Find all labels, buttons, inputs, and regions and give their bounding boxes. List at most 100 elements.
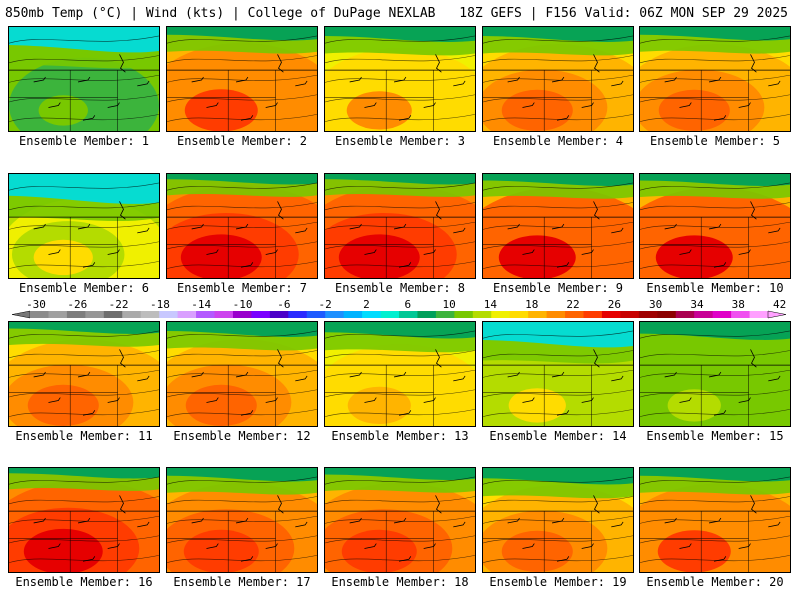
colorbar-swatch xyxy=(491,311,511,318)
colorbar-swatch xyxy=(583,311,603,318)
ensemble-map-panel xyxy=(482,26,634,132)
colorbar-swatch xyxy=(66,311,86,318)
ensemble-member-label: Ensemble Member: 9 xyxy=(492,281,624,295)
colorbar-swatch xyxy=(269,311,289,318)
ensemble-map-panel xyxy=(639,26,791,132)
ensemble-map-panel xyxy=(8,467,160,573)
ensemble-member-label: Ensemble Member: 19 xyxy=(489,575,627,589)
ensemble-member-label: Ensemble Member: 12 xyxy=(173,429,311,443)
colorbar-tick-label: 10 xyxy=(442,298,456,311)
ensemble-member-label: Ensemble Member: 18 xyxy=(331,575,469,589)
chart-title: 850mb Temp (°C) | Wind (kts) | College o… xyxy=(5,6,436,21)
colorbar-swatch xyxy=(546,311,566,318)
colorbar-tick-label: -22 xyxy=(108,298,129,311)
ensemble-map-panel xyxy=(166,26,318,132)
colorbar-swatch xyxy=(85,311,105,318)
temperature-field xyxy=(167,468,317,572)
ensemble-map-panel xyxy=(8,173,160,279)
colorbar-tick-label: -6 xyxy=(277,298,291,311)
colorbar-swatch xyxy=(103,311,123,318)
colorbar-swatch xyxy=(140,311,160,318)
ensemble-map-panel xyxy=(639,321,791,427)
model-valid-time: 18Z GEFS | F156 Valid: 06Z MON SEP 29 20… xyxy=(459,6,788,21)
colorbar-swatch xyxy=(694,311,714,318)
ensemble-map-panel xyxy=(482,467,634,573)
colorbar-swatch xyxy=(435,311,455,318)
colorbar-tick-label: -10 xyxy=(232,298,253,311)
colorbar-tick-label: 6 xyxy=(404,298,412,311)
ensemble-member-label: Ensemble Member: 20 xyxy=(646,575,784,589)
colorbar-swatch xyxy=(159,311,179,318)
ensemble-map-panel xyxy=(166,467,318,573)
ensemble-map-panel xyxy=(324,321,476,427)
colorbar-tick-label: 38 xyxy=(731,298,745,311)
colorbar-swatch xyxy=(343,311,363,318)
temperature-field xyxy=(167,174,317,278)
ensemble-member-label: Ensemble Member: 7 xyxy=(176,281,308,295)
ensemble-map-panel xyxy=(166,321,318,427)
ensemble-member-label: Ensemble Member: 14 xyxy=(489,429,627,443)
colorbar-swatch xyxy=(177,311,197,318)
colorbar-swatch xyxy=(749,311,769,318)
ensemble-map-panel xyxy=(8,26,160,132)
ensemble-map-panel xyxy=(482,321,634,427)
colorbar-swatch xyxy=(509,311,529,318)
temperature-field xyxy=(9,174,159,278)
colorbar-swatch xyxy=(601,311,621,318)
temperature-field xyxy=(325,468,475,572)
colorbar-swatch xyxy=(399,311,418,318)
colorbar-swatch xyxy=(731,311,751,318)
colorbar-swatch xyxy=(122,311,142,318)
ensemble-member-label: Ensemble Member: 2 xyxy=(176,134,308,148)
temperature-field xyxy=(167,27,317,131)
colorbar-swatch xyxy=(712,311,732,318)
colorbar-tick-label: 30 xyxy=(649,298,663,311)
ensemble-map-panel xyxy=(166,173,318,279)
colorbar-swatch xyxy=(251,311,271,318)
ensemble-member-label: Ensemble Member: 17 xyxy=(173,575,311,589)
colorbar-tick-label: 34 xyxy=(690,298,704,311)
colorbar-swatch xyxy=(306,311,326,318)
colorbar-swatch xyxy=(565,311,584,318)
ensemble-member-label: Ensemble Member: 16 xyxy=(15,575,153,589)
temperature-field xyxy=(483,322,633,426)
colorbar-tick-label: 2 xyxy=(363,298,370,311)
temperature-field xyxy=(640,27,790,131)
temperature-field xyxy=(9,468,159,572)
colorbar-swatch xyxy=(380,311,400,318)
colorbar-max-arrow xyxy=(767,310,787,319)
ensemble-member-label: Ensemble Member: 11 xyxy=(15,429,153,443)
colorbar-swatch xyxy=(417,311,437,318)
colorbar-tick-label: -2 xyxy=(318,298,332,311)
ensemble-member-label: Ensemble Member: 4 xyxy=(492,134,624,148)
colorbar-swatch xyxy=(214,311,234,318)
colorbar-min-arrow xyxy=(11,310,31,319)
temperature-field xyxy=(9,322,159,426)
ensemble-map-panel xyxy=(8,321,160,427)
temperature-field xyxy=(640,322,790,426)
temperature-field xyxy=(9,27,159,131)
colorbar-tick-label: 26 xyxy=(607,298,621,311)
colorbar-swatch xyxy=(232,311,252,318)
temperature-field xyxy=(640,468,790,572)
colorbar-swatch xyxy=(288,311,308,318)
temperature-field xyxy=(325,27,475,131)
ensemble-map-panel xyxy=(324,26,476,132)
colorbar-tick-label: 22 xyxy=(566,298,580,311)
temperature-field xyxy=(640,174,790,278)
colorbar-tick-label: -26 xyxy=(67,298,88,311)
colorbar-swatch xyxy=(620,311,640,318)
colorbar-swatch xyxy=(454,311,474,318)
ensemble-map-panel xyxy=(482,173,634,279)
colorbar-swatch xyxy=(657,311,677,318)
colorbar-swatch xyxy=(362,311,382,318)
ensemble-map-panel xyxy=(324,467,476,573)
ensemble-member-label: Ensemble Member: 5 xyxy=(649,134,781,148)
colorbar-tick-label: 14 xyxy=(483,298,498,311)
temperature-field xyxy=(325,322,475,426)
ensemble-map-panel xyxy=(639,467,791,573)
colorbar-tick-label: 18 xyxy=(525,298,539,311)
colorbar-swatch xyxy=(472,311,492,318)
colorbar-tick-label: 42 xyxy=(772,298,787,311)
colorbar-swatch xyxy=(325,311,345,318)
